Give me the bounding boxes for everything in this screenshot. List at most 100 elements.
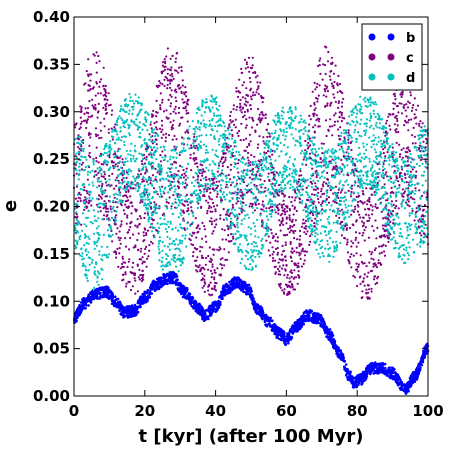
series-c-point: [79, 126, 82, 129]
series-d-point: [366, 183, 369, 186]
series-c-point: [320, 161, 323, 164]
series-d-point: [393, 224, 396, 227]
series-d-point: [222, 146, 225, 149]
series-d-point: [247, 183, 250, 186]
series-d-point: [230, 224, 233, 227]
series-d-point: [107, 147, 110, 150]
series-c-point: [208, 220, 211, 223]
series-c-point: [224, 238, 228, 241]
series-d-point: [298, 130, 301, 133]
series-c-point: [378, 235, 381, 238]
series-d-point: [205, 149, 208, 152]
series-d-point: [153, 209, 156, 212]
series-d-point: [239, 182, 242, 185]
series-d-point: [284, 138, 287, 141]
series-d-point: [95, 197, 99, 200]
series-d-point: [325, 160, 328, 164]
series-c-point: [105, 184, 109, 187]
series-d-point: [273, 183, 276, 186]
series-d-point: [217, 174, 220, 178]
series-c-point: [158, 80, 161, 83]
series-d-point: [310, 233, 313, 236]
series-d-point: [147, 218, 151, 221]
series-c-point: [229, 145, 232, 148]
series-c-point: [152, 211, 155, 214]
series-c-point: [395, 199, 398, 202]
series-c-point: [213, 288, 216, 291]
series-c-point: [106, 98, 109, 102]
series-d-point: [182, 147, 185, 150]
series-d-point: [141, 198, 145, 201]
series-d-point: [164, 186, 167, 189]
series-d-point: [161, 268, 164, 271]
series-c-point: [190, 146, 193, 149]
series-d-point: [335, 150, 338, 153]
series-d-point: [172, 148, 175, 151]
series-c-point: [297, 274, 300, 277]
series-d-point: [336, 212, 339, 215]
series-d-point: [92, 184, 95, 187]
series-d-point: [344, 157, 347, 160]
series-d-point: [222, 122, 225, 125]
series-c-point: [286, 210, 289, 213]
series-c-point: [169, 93, 172, 97]
series-c-point: [177, 66, 181, 69]
series-d-point: [77, 223, 80, 226]
series-d-point: [330, 186, 333, 189]
series-c-point: [305, 163, 308, 166]
series-d-point: [382, 131, 385, 134]
series-d-point: [174, 175, 177, 178]
series-d-point: [345, 179, 348, 182]
series-c-point: [239, 105, 242, 108]
series-d-point: [360, 170, 363, 173]
series-c-point: [418, 232, 422, 235]
series-d-point: [377, 188, 380, 191]
series-d-point: [321, 239, 324, 242]
series-c-point: [201, 272, 204, 275]
series-c-point: [248, 133, 252, 136]
series-d-point: [250, 227, 253, 230]
series-d-point: [414, 223, 417, 226]
series-c-point: [146, 146, 150, 149]
series-d-point: [283, 177, 286, 180]
series-c-point: [94, 103, 97, 107]
series-c-point: [282, 264, 285, 267]
series-c-point: [185, 167, 188, 170]
series-d-point: [159, 223, 162, 226]
series-d-point: [316, 179, 319, 183]
series-c-point: [351, 168, 354, 171]
series-d-point: [127, 170, 130, 173]
series-d-point: [213, 175, 216, 178]
series-c-point: [208, 246, 211, 249]
series-d-point: [392, 171, 396, 174]
series-c-point: [219, 214, 222, 217]
series-c-point: [373, 262, 376, 265]
series-d-point: [273, 131, 276, 135]
series-d-point: [290, 112, 294, 115]
series-d-point: [87, 235, 90, 239]
series-d-point: [167, 167, 170, 170]
series-d-point: [131, 181, 134, 184]
series-d-point: [413, 251, 416, 254]
series-c-point: [230, 163, 233, 166]
series-d-point: [273, 175, 276, 178]
series-d-point: [219, 119, 222, 122]
series-d-point: [272, 142, 275, 145]
series-c-point: [74, 155, 77, 158]
series-c-point: [289, 224, 292, 228]
series-c-point: [354, 238, 357, 242]
series-d-point: [197, 119, 200, 122]
series-c-point: [154, 126, 158, 129]
series-d-point: [287, 117, 291, 120]
series-d-point: [150, 230, 154, 233]
series-d-point: [320, 209, 323, 212]
series-d-point: [418, 164, 421, 167]
series-d-point: [191, 212, 194, 215]
series-c-point: [102, 106, 105, 109]
series-c-point: [291, 247, 294, 250]
series-d-point: [299, 114, 302, 117]
series-d-point: [384, 222, 387, 225]
series-d-point: [380, 197, 383, 200]
series-d-point: [87, 269, 90, 272]
series-c-point: [268, 155, 271, 158]
